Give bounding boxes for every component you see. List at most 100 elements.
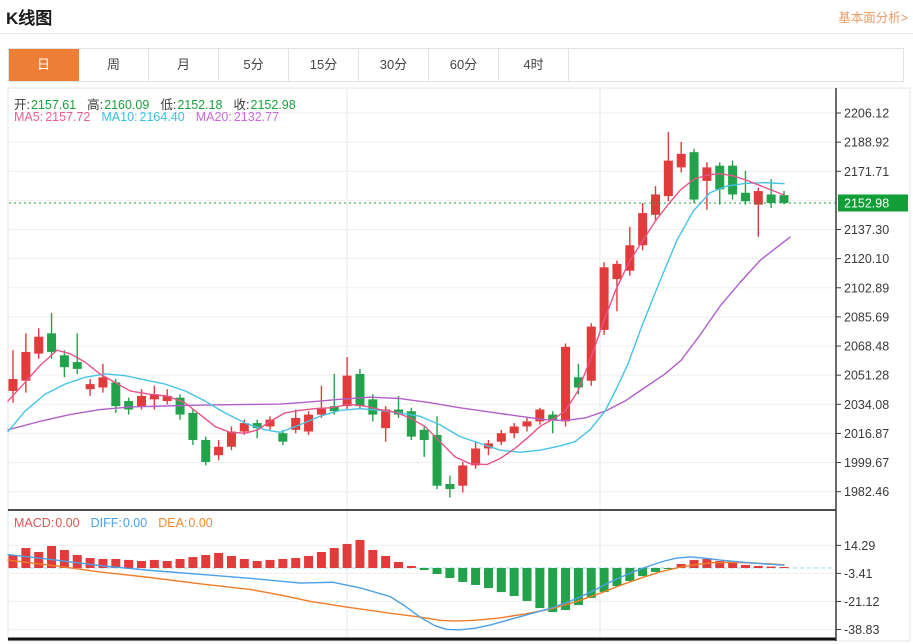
candle-body xyxy=(381,409,391,429)
macd-label: MACD: xyxy=(14,516,55,530)
macd-histogram-bar xyxy=(779,567,789,568)
macd-histogram-bar xyxy=(226,555,236,568)
candle-body xyxy=(162,395,172,402)
tab-60min[interactable]: 60分 xyxy=(429,49,499,81)
macd-histogram-bar xyxy=(406,565,416,568)
macd-histogram-bar xyxy=(715,561,725,568)
candle-body xyxy=(612,263,622,280)
low-value: 2152.18 xyxy=(177,98,223,112)
macd-histogram-bar xyxy=(188,557,198,568)
candle-body xyxy=(34,336,44,354)
open-label: 开: xyxy=(14,98,30,112)
open-value: 2157.61 xyxy=(30,98,77,112)
macd-histogram-bar xyxy=(740,564,750,568)
candle-body xyxy=(21,351,31,381)
macd-histogram-bar xyxy=(329,548,339,568)
macd-histogram-bar xyxy=(728,562,738,568)
candle-body xyxy=(111,382,121,407)
axis-tick-label: -38.83 xyxy=(844,623,879,637)
candle-body xyxy=(638,213,648,246)
candle-body xyxy=(278,433,288,442)
macd-histogram-bar xyxy=(612,568,622,587)
macd-histogram-bar xyxy=(496,568,506,593)
macd-histogram-bar xyxy=(316,552,326,568)
axis-tick-label: 2137.30 xyxy=(844,223,889,237)
candle-body xyxy=(47,333,57,352)
tab-day[interactable]: 日 xyxy=(9,49,79,81)
macd-histogram-bar xyxy=(419,568,429,571)
candle-body xyxy=(432,434,442,486)
candle-body xyxy=(304,414,314,432)
candle-body xyxy=(522,421,532,427)
ma5-value: 2157.72 xyxy=(45,110,91,124)
ma10-label: MA10: xyxy=(101,110,138,124)
macd-legend: MACD:0.00 DIFF:0.00 DEA:0.00 xyxy=(14,516,224,530)
candle-body xyxy=(625,245,635,271)
macd-histogram-bar xyxy=(21,548,31,568)
candle-body xyxy=(689,152,699,200)
macd-histogram-bar xyxy=(509,568,519,597)
candle-body xyxy=(124,401,134,410)
macd-histogram-bar xyxy=(689,559,699,568)
tab-5min[interactable]: 5分 xyxy=(219,49,289,81)
diff-line xyxy=(7,553,785,631)
macd-histogram-bar xyxy=(625,568,635,581)
axis-tick-label: 2051.28 xyxy=(844,369,889,383)
candle-body xyxy=(149,394,159,400)
dea-line xyxy=(7,559,785,622)
macd-histogram-bar xyxy=(368,549,378,568)
tab-30min[interactable]: 30分 xyxy=(359,49,429,81)
macd-histogram-bar xyxy=(149,559,159,568)
candle-body xyxy=(599,267,609,330)
macd-histogram-bar xyxy=(239,558,249,568)
candle-body xyxy=(85,384,95,390)
high-label: 高: xyxy=(87,98,104,112)
macd-histogram-bar xyxy=(111,558,121,568)
candle-body xyxy=(329,406,339,412)
ma10-line xyxy=(7,181,785,453)
tab-week[interactable]: 周 xyxy=(79,49,149,81)
axis-tick-label: 2102.89 xyxy=(844,281,889,295)
tab-month[interactable]: 月 xyxy=(149,49,219,81)
tab-15min[interactable]: 15分 xyxy=(289,49,359,81)
macd-histogram-bar xyxy=(85,558,95,568)
macd-histogram-bar xyxy=(663,568,673,569)
title-divider xyxy=(0,33,913,34)
candle-body xyxy=(201,439,211,463)
macd-histogram-bar xyxy=(586,568,596,598)
candle-body xyxy=(702,167,712,181)
axis-tick-label: 2120.10 xyxy=(844,252,889,266)
candle-body xyxy=(573,377,583,388)
macd-histogram-bar xyxy=(445,568,455,578)
interval-tabbar: 日周月 5分 15分 30分 60分 4时 xyxy=(8,48,904,82)
dea-value: 0.00 xyxy=(188,516,213,530)
fundamental-analysis-link[interactable]: 基本面分析> xyxy=(838,11,908,25)
macd-histogram-bar xyxy=(483,568,493,588)
macd-histogram-bar xyxy=(458,568,468,582)
axis-tick-label: 2068.48 xyxy=(844,340,889,354)
dea-label: DEA: xyxy=(158,516,188,530)
current-price-flag xyxy=(838,194,908,212)
close-value: 2152.98 xyxy=(250,98,296,112)
axis-tick-label: 2171.71 xyxy=(844,165,889,179)
axis-tick-label: 14.29 xyxy=(844,539,875,553)
axis-tick-label: -3.41 xyxy=(844,567,873,581)
macd-histogram-bar xyxy=(548,568,558,613)
macd-histogram-bar xyxy=(471,568,481,585)
macd-histogram-bar xyxy=(304,555,314,568)
candle-body xyxy=(98,377,108,388)
candle-body xyxy=(316,407,326,415)
current-price-flag-text: 2152.98 xyxy=(844,196,889,210)
candle-body xyxy=(239,423,249,432)
candle-body xyxy=(8,379,18,391)
ma10-value: 2164.40 xyxy=(139,110,185,124)
candle-body xyxy=(753,191,763,205)
macd-histogram-bar xyxy=(676,564,686,568)
macd-histogram-bar xyxy=(47,545,57,568)
macd-histogram-bar xyxy=(651,568,660,572)
axis-tick-label: 2085.69 xyxy=(844,310,889,324)
tab-4hour[interactable]: 4时 xyxy=(499,49,569,81)
macd-histogram-bar xyxy=(766,566,776,568)
